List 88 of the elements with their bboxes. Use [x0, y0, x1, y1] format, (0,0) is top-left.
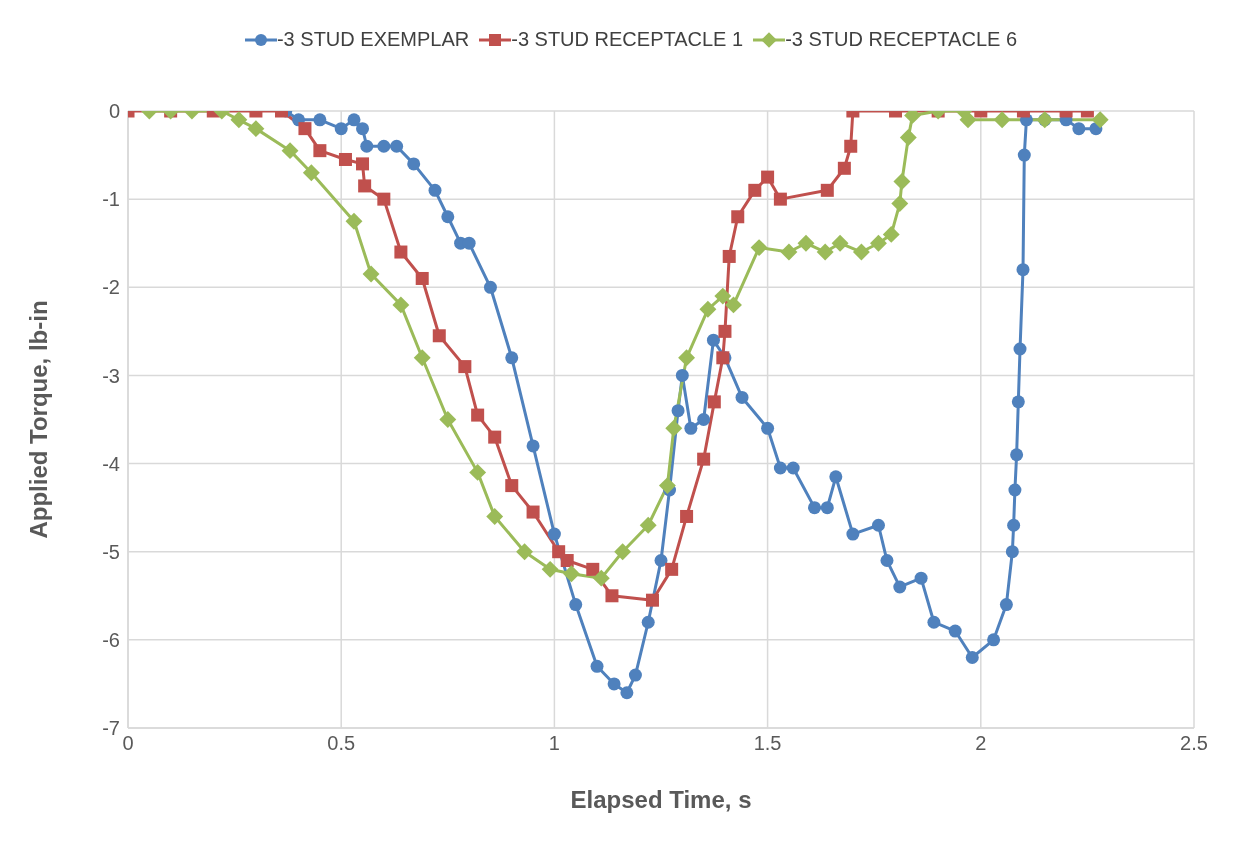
point: [605, 589, 619, 603]
point: [394, 245, 408, 259]
point: [658, 477, 676, 495]
point: [780, 243, 798, 261]
y-tick-label: -1: [102, 188, 120, 211]
point: [486, 508, 504, 525]
point: [797, 234, 815, 252]
point: [614, 543, 632, 561]
point: [852, 243, 870, 261]
point: [526, 505, 540, 519]
y-tick-label: -4: [102, 452, 120, 475]
x-tick-label: 2: [975, 732, 987, 755]
y-tick-label: -5: [102, 540, 120, 563]
point: [761, 170, 775, 184]
point: [1091, 111, 1109, 129]
y-tick-label: -3: [102, 364, 120, 387]
point: [516, 543, 533, 561]
point: [639, 516, 657, 534]
legend-label: -3 STUD RECEPTACLE 1: [511, 28, 744, 51]
point: [893, 173, 911, 190]
point: [959, 111, 977, 129]
point: [439, 411, 457, 428]
point: [816, 243, 834, 261]
point: [680, 509, 694, 523]
point: [831, 234, 849, 252]
y-tick-label: -2: [102, 276, 120, 299]
x-axis-title: Elapsed Time, s: [570, 786, 752, 813]
point: [882, 225, 900, 243]
point: [338, 152, 352, 166]
point: [586, 562, 600, 576]
point: [302, 164, 320, 182]
x-tick-label: 0: [122, 732, 134, 755]
point: [458, 360, 472, 374]
x-tick-label: 0.5: [327, 732, 356, 755]
point: [993, 111, 1011, 129]
point: [699, 300, 717, 318]
point: [718, 324, 732, 338]
point: [722, 249, 736, 263]
point: [541, 560, 559, 578]
point: [230, 111, 248, 129]
point: [298, 122, 312, 136]
point: [773, 192, 787, 206]
point: [488, 430, 502, 444]
point: [413, 349, 431, 367]
legend-label: -3 STUD RECEPTACLE 6: [785, 28, 1018, 51]
point: [392, 296, 410, 314]
x-tick-label: 2.5: [1180, 732, 1208, 755]
point: [415, 271, 429, 285]
point: [377, 192, 391, 206]
point: [844, 139, 858, 153]
point: [820, 183, 834, 197]
y-axis-title: Applied Torque, lb-in: [24, 300, 52, 539]
point: [560, 554, 574, 568]
point: [837, 161, 851, 175]
point: [345, 212, 363, 230]
x-tick-label: 1.5: [753, 732, 782, 755]
y-tick-label: -6: [102, 628, 120, 651]
point: [592, 569, 610, 587]
point: [748, 183, 762, 197]
point: [358, 179, 372, 193]
point: [678, 349, 696, 367]
point: [356, 157, 370, 171]
point: [313, 144, 327, 158]
point: [750, 239, 768, 257]
point: [891, 195, 909, 212]
point: [697, 452, 711, 466]
legend-label: -3 STUD EXEMPLAR: [276, 28, 470, 51]
point: [645, 593, 659, 607]
point: [552, 545, 566, 559]
point: [725, 296, 742, 314]
y-tick-label: 0: [108, 100, 120, 123]
point: [899, 128, 917, 146]
point: [665, 419, 683, 437]
point: [707, 395, 721, 409]
point: [731, 210, 745, 224]
point: [870, 234, 887, 252]
point: [471, 408, 485, 422]
point: [362, 265, 380, 283]
point: [665, 562, 679, 576]
point: [281, 142, 299, 160]
point: [714, 287, 732, 305]
x-tick-label: 1: [548, 732, 560, 755]
y-tick-label: -7: [102, 717, 120, 740]
point: [247, 120, 265, 138]
point: [505, 479, 519, 493]
point: [563, 565, 580, 583]
point: [432, 329, 446, 343]
point: [469, 463, 487, 481]
